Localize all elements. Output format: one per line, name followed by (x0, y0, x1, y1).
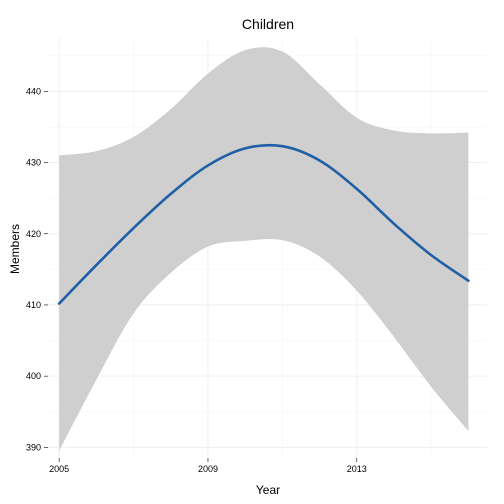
x-tick-label: 2005 (49, 464, 69, 474)
trend-line-layer (57, 143, 470, 305)
trend-line (57, 143, 470, 305)
y-axis-title: Members (8, 224, 22, 274)
x-tick-label: 2009 (198, 464, 218, 474)
y-tick-label: 390 (26, 442, 41, 452)
tick-labels: 2005 2009 2013 390 400 410 420 430 440 (26, 86, 367, 474)
y-tick-label: 410 (26, 300, 41, 310)
chart-title: Children (242, 16, 294, 32)
y-tick-label: 430 (26, 158, 41, 168)
y-tick-label: 400 (26, 371, 41, 381)
confidence-band (59, 47, 469, 451)
confidence-band-layer (59, 47, 469, 451)
y-tick-label: 440 (26, 86, 41, 96)
y-tick-label: 420 (26, 229, 41, 239)
x-tick-label: 2013 (347, 464, 367, 474)
x-axis-title: Year (256, 483, 280, 497)
